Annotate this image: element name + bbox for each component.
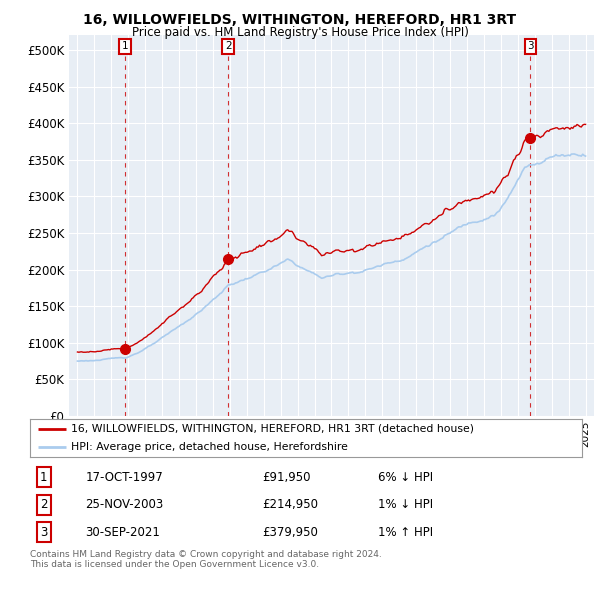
Text: £214,950: £214,950: [262, 498, 318, 511]
Text: 2: 2: [40, 498, 47, 511]
Text: 30-SEP-2021: 30-SEP-2021: [85, 526, 160, 539]
Text: HPI: Average price, detached house, Herefordshire: HPI: Average price, detached house, Here…: [71, 442, 348, 453]
Text: 16, WILLOWFIELDS, WITHINGTON, HEREFORD, HR1 3RT (detached house): 16, WILLOWFIELDS, WITHINGTON, HEREFORD, …: [71, 424, 475, 434]
Text: 6% ↓ HPI: 6% ↓ HPI: [378, 471, 433, 484]
Text: £91,950: £91,950: [262, 471, 310, 484]
Text: 3: 3: [527, 41, 534, 51]
Text: 1% ↑ HPI: 1% ↑ HPI: [378, 526, 433, 539]
Text: 1% ↓ HPI: 1% ↓ HPI: [378, 498, 433, 511]
Text: 2: 2: [225, 41, 232, 51]
Text: 25-NOV-2003: 25-NOV-2003: [85, 498, 163, 511]
Text: 1: 1: [121, 41, 128, 51]
Text: Price paid vs. HM Land Registry's House Price Index (HPI): Price paid vs. HM Land Registry's House …: [131, 26, 469, 39]
Text: £379,950: £379,950: [262, 526, 318, 539]
Text: 3: 3: [40, 526, 47, 539]
Text: 16, WILLOWFIELDS, WITHINGTON, HEREFORD, HR1 3RT: 16, WILLOWFIELDS, WITHINGTON, HEREFORD, …: [83, 13, 517, 27]
Text: 17-OCT-1997: 17-OCT-1997: [85, 471, 163, 484]
Text: 1: 1: [40, 471, 47, 484]
Text: Contains HM Land Registry data © Crown copyright and database right 2024.
This d: Contains HM Land Registry data © Crown c…: [30, 550, 382, 569]
